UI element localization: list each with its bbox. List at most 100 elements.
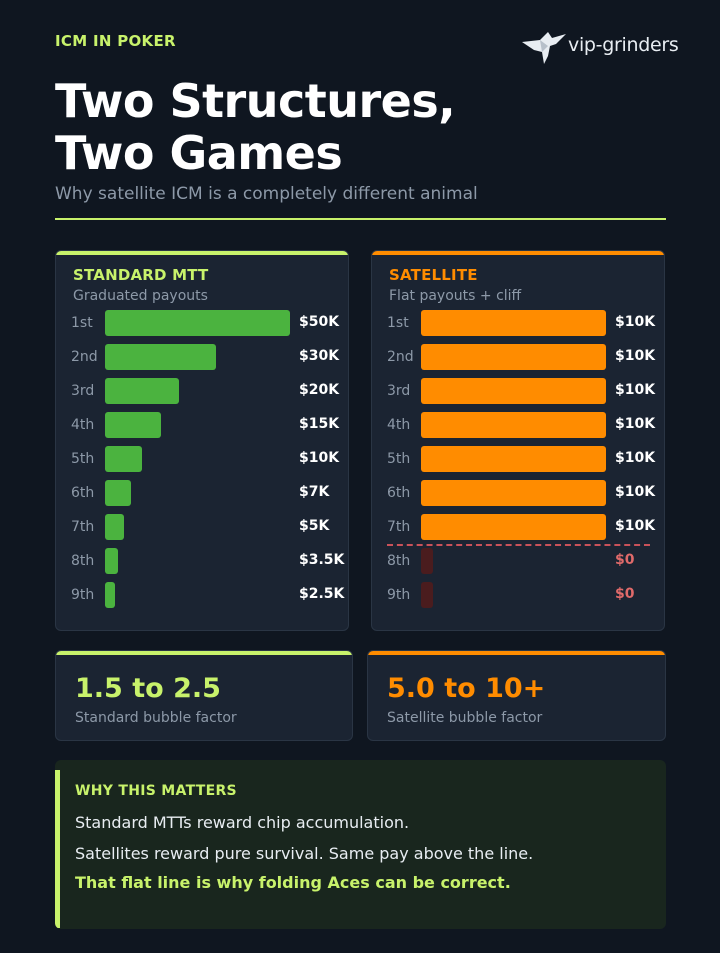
payout-bar — [105, 446, 142, 472]
callout-accent-bar — [55, 770, 60, 928]
bar-row: 2nd $30K — [56, 344, 348, 372]
payout-bar — [421, 446, 606, 472]
bar-value-label: $10K — [615, 348, 656, 364]
bar-category-label: 7th — [387, 519, 411, 535]
bar-value-label: $15K — [299, 416, 340, 432]
panel-title: STANDARD MTT — [73, 266, 209, 284]
payout-bar — [421, 344, 606, 370]
standard-bubble-factor-card: 1.5 to 2.5 Standard bubble factor — [55, 650, 353, 741]
bar-value-label: $0 — [615, 586, 635, 602]
bar-row: 8th $3.5K — [56, 548, 348, 576]
panel-subtitle: Graduated payouts — [73, 288, 208, 304]
standard-mtt-panel: STANDARD MTT Graduated payouts 1st $50K 2n… — [55, 250, 349, 631]
header-divider — [55, 218, 666, 220]
payout-bar — [105, 548, 118, 574]
payout-bar — [105, 310, 290, 336]
bar-value-label: $0 — [615, 552, 635, 568]
bar-value-label: $2.5K — [299, 586, 345, 602]
bar-category-label: 1st — [387, 315, 409, 331]
callout-heading: WHY THIS MATTERS — [75, 783, 237, 799]
bar-category-label: 2nd — [71, 349, 98, 365]
payout-bar — [105, 344, 216, 370]
payout-bar — [421, 514, 606, 540]
bar-value-label: $50K — [299, 314, 340, 330]
logo-text: vip-grinders — [568, 34, 679, 56]
eyebrow-label: ICM IN POKER — [55, 32, 176, 50]
panel-title: SATELLITE — [389, 266, 478, 284]
payout-bar — [105, 514, 124, 540]
satellite-panel: SATELLITE Flat payouts + cliff 1st $10K 2n… — [371, 250, 665, 631]
bar-category-label: 4th — [71, 417, 95, 433]
bar-category-label: 4th — [387, 417, 411, 433]
callout-line-1: Standard MTTs reward chip accumulation. — [75, 813, 410, 832]
bar-category-label: 3rd — [71, 383, 95, 399]
bird-icon — [522, 32, 566, 64]
callout-line-3: That flat line is why folding Aces can b… — [75, 873, 511, 892]
bar-value-label: $10K — [615, 382, 656, 398]
bubble-cutoff-line — [387, 544, 650, 546]
card-accent-bar — [368, 651, 665, 655]
bar-value-label: $10K — [299, 450, 340, 466]
bar-row: 7th $10K — [372, 514, 664, 542]
bar-row: 9th $2.5K — [56, 582, 348, 610]
payout-bar — [105, 378, 179, 404]
bar-row: 7th $5K — [56, 514, 348, 542]
bar-value-label: $5K — [299, 518, 330, 534]
bar-value-label: $10K — [615, 314, 656, 330]
payout-bar — [421, 480, 606, 506]
bar-row: 6th $10K — [372, 480, 664, 508]
bar-value-label: $10K — [615, 416, 656, 432]
bar-category-label: 6th — [71, 485, 95, 501]
title-line-2: Two Games — [55, 126, 343, 180]
panel-subtitle: Flat payouts + cliff — [389, 288, 522, 304]
bar-row: 6th $7K — [56, 480, 348, 508]
bar-row: 5th $10K — [372, 446, 664, 474]
bar-category-label: 1st — [71, 315, 93, 331]
bar-row: 1st $10K — [372, 310, 664, 338]
bar-category-label: 3rd — [387, 383, 411, 399]
standard-bubble-factor-value: 1.5 to 2.5 — [75, 673, 221, 704]
bar-category-label: 7th — [71, 519, 95, 535]
vip-grinders-logo[interactable]: vip-grinders — [520, 28, 685, 66]
bar-row: 9th $0 — [372, 582, 664, 610]
payout-bar — [105, 582, 115, 608]
page-subtitle: Why satellite ICM is a completely differ… — [55, 184, 478, 204]
panel-accent-bar — [56, 251, 348, 255]
payout-bar — [421, 412, 606, 438]
bar-category-label: 9th — [387, 587, 411, 603]
bar-row: 2nd $10K — [372, 344, 664, 372]
payout-bar — [421, 582, 433, 608]
callout-line-2: Satellites reward pure survival. Same pa… — [75, 844, 534, 863]
bar-value-label: $30K — [299, 348, 340, 364]
bar-row: 1st $50K — [56, 310, 348, 338]
payout-bar — [105, 412, 161, 438]
bar-value-label: $3.5K — [299, 552, 345, 568]
bar-category-label: 2nd — [387, 349, 414, 365]
title-line-1: Two Structures, — [55, 74, 456, 128]
satellite-bubble-factor-label: Satellite bubble factor — [387, 710, 543, 726]
bar-row: 4th $10K — [372, 412, 664, 440]
payout-bar — [105, 480, 131, 506]
bar-category-label: 6th — [387, 485, 411, 501]
standard-bubble-factor-label: Standard bubble factor — [75, 710, 237, 726]
payout-bar — [421, 310, 606, 336]
payout-bar — [421, 378, 606, 404]
bar-value-label: $20K — [299, 382, 340, 398]
bar-value-label: $10K — [615, 450, 656, 466]
satellite-bubble-factor-value: 5.0 to 10+ — [387, 673, 546, 704]
bar-row: 3rd $10K — [372, 378, 664, 406]
bar-category-label: 9th — [71, 587, 95, 603]
bar-value-label: $10K — [615, 518, 656, 534]
bar-row: 4th $15K — [56, 412, 348, 440]
bar-row: 3rd $20K — [56, 378, 348, 406]
page-title: Two Structures, Two Games — [55, 74, 456, 180]
bar-category-label: 8th — [71, 553, 95, 569]
bar-row: 8th $0 — [372, 548, 664, 576]
bar-category-label: 8th — [387, 553, 411, 569]
bar-value-label: $10K — [615, 484, 656, 500]
bar-category-label: 5th — [71, 451, 95, 467]
panel-accent-bar — [372, 251, 664, 255]
bar-row: 5th $10K — [56, 446, 348, 474]
why-this-matters-callout: WHY THIS MATTERS Standard MTTs reward ch… — [55, 760, 666, 929]
card-accent-bar — [56, 651, 352, 655]
